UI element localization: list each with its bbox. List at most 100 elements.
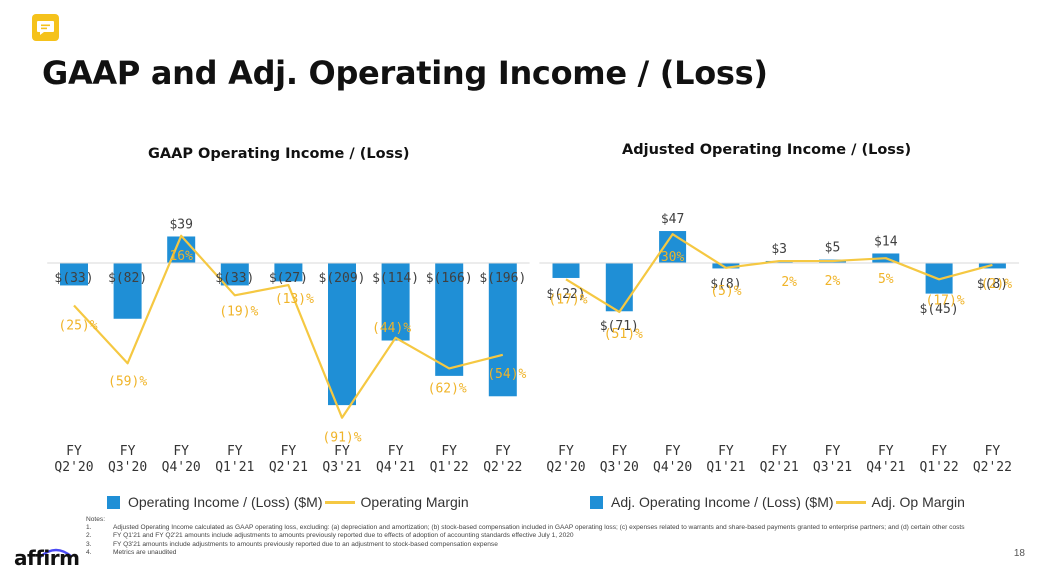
bar-value-label: $(209) bbox=[319, 271, 366, 286]
x-tick-label: FY bbox=[878, 444, 894, 459]
affirm-logo: affirm bbox=[14, 546, 80, 570]
x-tick-label: FY bbox=[281, 444, 297, 459]
margin-value-label: 16% bbox=[169, 249, 193, 264]
bar-value-label: $(27) bbox=[269, 271, 308, 286]
x-tick-label: Q4'21 bbox=[376, 460, 415, 475]
bar-value-label: $47 bbox=[661, 212, 684, 227]
x-tick-label: FY bbox=[120, 444, 136, 459]
bar bbox=[488, 263, 517, 397]
legend-bar-label: Adj. Operating Income / (Loss) ($M) bbox=[611, 494, 834, 510]
x-tick-label: Q1'22 bbox=[430, 460, 469, 475]
bar bbox=[712, 263, 740, 269]
x-tick-label: Q1'21 bbox=[706, 460, 745, 475]
gaap-legend: Operating Income / (Loss) ($M) Operating… bbox=[107, 494, 471, 510]
bar bbox=[60, 263, 88, 286]
margin-line bbox=[565, 233, 993, 314]
x-tick-label: Q2'20 bbox=[54, 460, 93, 475]
margin-value-label: (2)% bbox=[981, 277, 1012, 292]
x-tick-label: FY bbox=[985, 444, 1001, 459]
bar-value-label: $14 bbox=[874, 234, 898, 249]
margin-value-label: (51)% bbox=[604, 327, 643, 342]
x-tick-label: FY bbox=[665, 444, 681, 459]
legend-line-swatch bbox=[324, 500, 355, 504]
legend-bar-swatch bbox=[107, 495, 120, 509]
adj-legend: Adj. Operating Income / (Loss) ($M) Adj.… bbox=[590, 494, 967, 510]
x-tick-label: Q3'20 bbox=[600, 460, 639, 475]
x-tick-label: Q2'21 bbox=[269, 460, 308, 475]
x-tick-label: FY bbox=[718, 444, 734, 459]
footnotes: Notes: 1. Adjusted Operating Income calc… bbox=[86, 516, 986, 557]
x-tick-label: Q3'21 bbox=[813, 460, 852, 475]
x-tick-label: Q4'20 bbox=[653, 460, 692, 475]
legend-line-swatch bbox=[835, 500, 866, 504]
bar bbox=[435, 263, 464, 376]
x-tick-label: FY bbox=[227, 444, 243, 459]
note-4: 4. Metrics are unaudited bbox=[86, 548, 177, 556]
x-tick-label: FY bbox=[558, 444, 574, 459]
bar bbox=[220, 263, 249, 286]
x-tick-label: FY bbox=[441, 444, 457, 459]
x-tick-label: Q2'20 bbox=[546, 460, 585, 475]
x-tick-label: FY bbox=[825, 444, 841, 459]
bar-value-label: $5 bbox=[825, 241, 841, 256]
note-3: 3. FY Q3'21 amounts include adjustments … bbox=[86, 540, 498, 548]
page-title: GAAP and Adj. Operating Income / (Loss) bbox=[42, 54, 768, 92]
margin-value-label: (13)% bbox=[275, 292, 314, 307]
margin-value-label: (54)% bbox=[487, 367, 526, 382]
note-2: 2. FY Q1'21 and FY Q2'21 amounts include… bbox=[86, 532, 574, 540]
x-tick-label: Q4'21 bbox=[866, 460, 905, 475]
margin-value-label: (17)% bbox=[548, 292, 587, 307]
x-tick-label: Q2'21 bbox=[760, 460, 799, 475]
gaap-chart-title: GAAP Operating Income / (Loss) bbox=[148, 146, 410, 162]
bar-value-label: $(45) bbox=[920, 302, 959, 317]
margin-value-label: 5% bbox=[878, 272, 894, 287]
x-tick-label: Q3'20 bbox=[108, 460, 147, 475]
x-tick-label: Q1'21 bbox=[215, 460, 254, 475]
adj-chart-title: Adjusted Operating Income / (Loss) bbox=[622, 142, 912, 158]
x-tick-label: FY bbox=[388, 444, 404, 459]
x-tick-label: Q2'22 bbox=[483, 460, 522, 475]
x-tick-label: FY bbox=[931, 444, 947, 459]
margin-line bbox=[73, 234, 504, 419]
bar bbox=[552, 263, 580, 278]
bar-value-label: $(8) bbox=[710, 277, 741, 292]
margin-value-label: (44)% bbox=[372, 321, 411, 336]
bar-value-label: $(33) bbox=[215, 271, 254, 286]
margin-value-label: 30% bbox=[661, 250, 685, 265]
bar-value-label: $(114) bbox=[372, 271, 419, 286]
notes-heading: Notes: bbox=[86, 516, 106, 523]
legend-line-label: Adj. Op Margin bbox=[871, 494, 965, 510]
bar bbox=[381, 263, 410, 341]
x-tick-label: FY bbox=[66, 444, 82, 459]
legend-line-label: Operating Margin bbox=[360, 494, 469, 510]
margin-value-label: 2% bbox=[825, 274, 841, 289]
x-tick-label: Q2'22 bbox=[973, 460, 1012, 475]
margin-value-label: (19)% bbox=[219, 304, 258, 319]
margin-value-label: (5)% bbox=[710, 284, 741, 299]
bar bbox=[274, 263, 303, 282]
note-1: 1. Adjusted Operating Income calculated … bbox=[86, 524, 965, 532]
x-tick-label: Q1'22 bbox=[920, 460, 959, 475]
x-tick-label: FY bbox=[771, 444, 787, 459]
bar-value-label: $(8) bbox=[977, 277, 1008, 292]
speech-bubble-icon bbox=[32, 14, 59, 41]
legend-bar-swatch bbox=[590, 495, 603, 509]
bar-value-label: $3 bbox=[771, 242, 787, 257]
x-tick-label: FY bbox=[611, 444, 627, 459]
margin-value-label: (59)% bbox=[108, 374, 147, 389]
margin-value-label: (62)% bbox=[428, 381, 467, 396]
bar-value-label: $(33) bbox=[54, 271, 93, 286]
bar-value-label: $(196) bbox=[479, 271, 526, 286]
margin-value-label: (91)% bbox=[322, 431, 361, 446]
margin-value-label: 2% bbox=[781, 275, 797, 290]
margin-value-label: (17)% bbox=[926, 293, 965, 308]
margin-value-label: (25)% bbox=[58, 319, 97, 334]
bar bbox=[328, 263, 356, 406]
bar bbox=[605, 263, 633, 312]
bar bbox=[113, 263, 142, 319]
x-tick-label: FY bbox=[495, 444, 511, 459]
bar-value-label: $(71) bbox=[600, 319, 639, 334]
bar-value-label: $(82) bbox=[108, 271, 147, 286]
